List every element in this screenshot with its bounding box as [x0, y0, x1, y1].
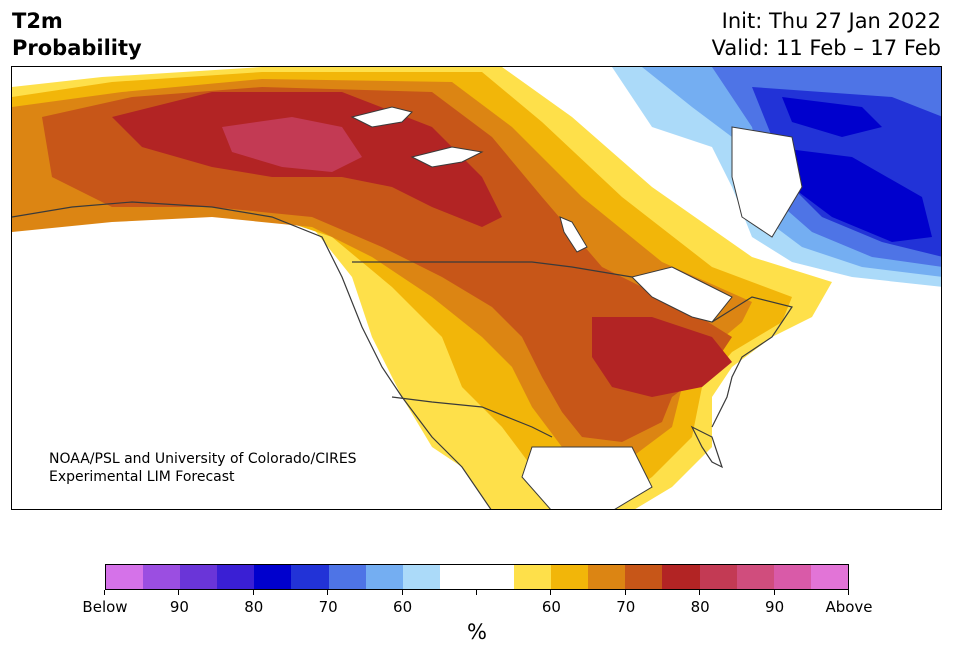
great-bear-lake	[410, 146, 484, 168]
colorbar-tick-label: 80	[244, 598, 264, 616]
colorbar-segment	[402, 565, 440, 589]
gulf-of-mexico	[521, 446, 653, 509]
colorbar-segment	[291, 565, 329, 589]
title-line1: T2m	[12, 9, 63, 33]
init-date: Init: Thu 27 Jan 2022	[721, 9, 941, 33]
colorbar-segment	[217, 565, 255, 589]
colorbar-segment	[328, 565, 366, 589]
canada-us-border	[352, 261, 633, 278]
colorbar-tick	[402, 590, 403, 595]
colorbar-segment	[662, 565, 700, 589]
colorbar-tick	[327, 590, 328, 595]
colorbar-segment	[736, 565, 774, 589]
east-coast	[711, 296, 793, 428]
colorbar-unit: %	[467, 620, 487, 644]
colorbar-tick-label: 90	[169, 598, 189, 616]
colorbar-tick-label: Below	[82, 598, 128, 616]
colorbar-segment	[254, 565, 292, 589]
colorbar-tick-label: 90	[765, 598, 785, 616]
contour-above-max	[222, 117, 362, 172]
colorbar-segment	[551, 565, 589, 589]
colorbar-tick-label: Above	[825, 598, 873, 616]
contour-80-90	[42, 87, 732, 442]
us-mexico-border	[391, 396, 553, 438]
credit-text: NOAA/PSL and University of Colorado/CIRE…	[49, 450, 357, 486]
contour-90-above	[112, 92, 732, 397]
colorbar-tick	[178, 590, 179, 595]
colorbar-segment	[106, 565, 144, 589]
colorbar-tick	[550, 590, 551, 595]
colorbar-tick	[253, 590, 254, 595]
title-block: T2m Probability	[12, 8, 142, 62]
colorbar-tick-label: 80	[690, 598, 710, 616]
borders	[12, 201, 793, 509]
colorbar-segment	[476, 565, 515, 589]
florida	[690, 425, 724, 469]
colorbar-tick	[104, 590, 105, 595]
colorbar-tick-label: 70	[616, 598, 636, 616]
colorbar-tick-label: 60	[541, 598, 561, 616]
credit-line1: NOAA/PSL and University of Colorado/CIRE…	[49, 451, 357, 467]
colorbar-tick-label: 70	[318, 598, 338, 616]
hudson-bay	[731, 126, 803, 238]
valid-period: Valid: 11 Feb – 17 Feb	[711, 36, 941, 60]
probability-map	[12, 67, 941, 509]
colorbar-segment	[773, 565, 811, 589]
colorbar-segment	[439, 565, 477, 589]
cold-contour-90-above	[772, 97, 932, 242]
west-coast	[12, 201, 492, 509]
great-slave-lake	[350, 106, 413, 128]
colorbar-segment	[699, 565, 737, 589]
credit-line2: Experimental LIM Forecast	[49, 469, 235, 485]
colorbar-segment	[810, 565, 848, 589]
lake-winnipeg	[559, 216, 588, 253]
colorbar-segment	[514, 565, 552, 589]
warm-anomaly-field	[12, 67, 832, 509]
title-line2: Probability	[12, 36, 142, 60]
lakes	[350, 106, 803, 509]
colorbar-segment	[588, 565, 626, 589]
colorbar-tick-label: 60	[393, 598, 413, 616]
colorbar-tick	[699, 590, 700, 595]
colorbar-tick	[774, 590, 775, 595]
colorbar-tick	[476, 590, 477, 595]
colorbar-tick	[625, 590, 626, 595]
colorbar-tick	[848, 590, 849, 595]
map-panel	[11, 66, 942, 510]
colorbar	[105, 564, 849, 590]
colorbar-segment	[143, 565, 181, 589]
colorbar-segment	[365, 565, 403, 589]
colorbar-segment	[180, 565, 218, 589]
colorbar-segment	[625, 565, 663, 589]
date-block: Init: Thu 27 Jan 2022 Valid: 11 Feb – 17…	[712, 8, 941, 62]
